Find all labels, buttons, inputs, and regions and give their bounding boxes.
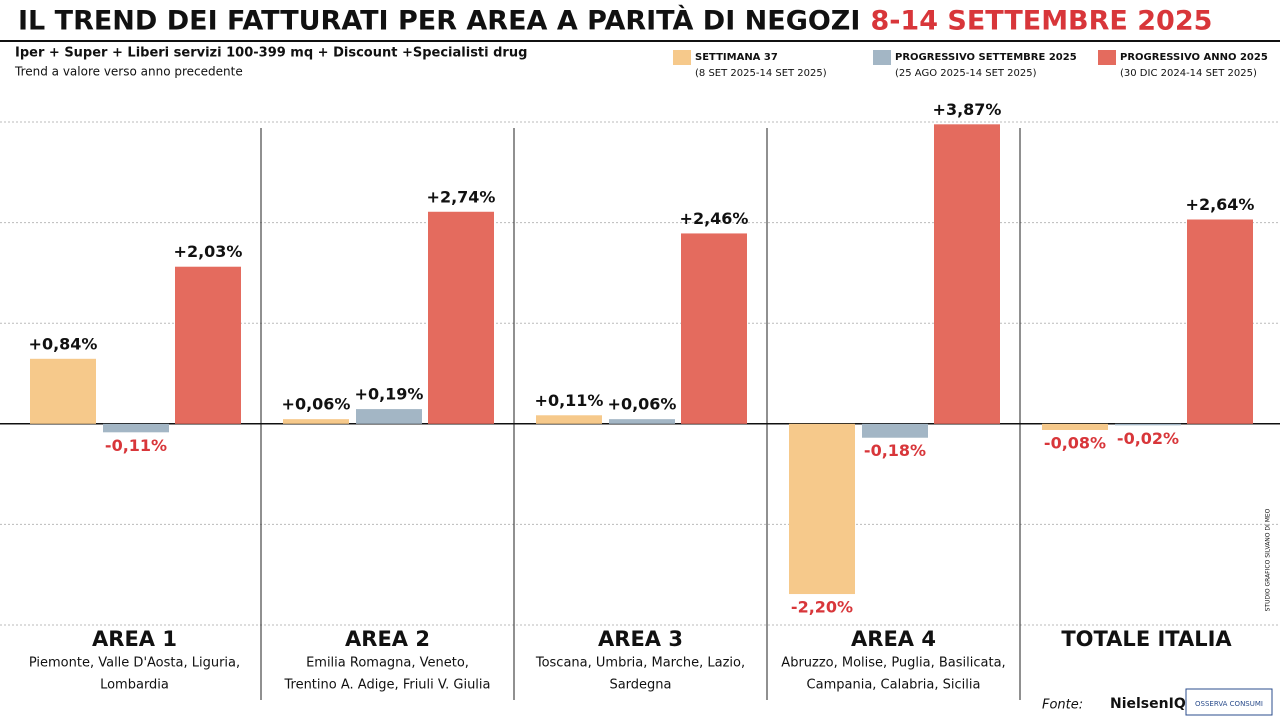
value-label: +0,11% [535,391,604,410]
legend-label: SETTIMANA 37 [695,52,778,63]
category-note: Sardegna [609,678,671,693]
bar [428,211,494,424]
legend-label: PROGRESSIVO ANNO 2025 [1120,52,1268,63]
subtitle: Trend a valore verso anno precedente [14,65,243,79]
value-label: +3,87% [933,100,1002,119]
chart-title: IL TREND DEI FATTURATI PER AREA A PARITÀ… [18,5,860,37]
category-note: Emilia Romagna, Veneto, [306,656,469,671]
bar [536,415,602,424]
category-label: TOTALE ITALIA [1061,627,1232,651]
value-label: +0,19% [355,385,424,404]
subtitle: Iper + Super + Liberi servizi 100-399 mq… [15,46,527,61]
value-label: -0,02% [1117,429,1179,448]
source: OSSERVA CONSUMI [1195,700,1263,708]
legend-swatch [873,50,891,65]
category-note: Abruzzo, Molise, Puglia, Basilicata, [781,656,1005,671]
bar [862,423,928,438]
bar [283,419,349,424]
category-label: AREA 1 [92,627,177,651]
bar [103,423,169,433]
value-label: +2,03% [174,242,243,261]
value-label: -0,18% [864,441,926,460]
value-label: -2,20% [791,598,853,617]
source-logo [1185,688,1273,716]
chart-title-highlight: 8-14 SETTEMBRE 2025 [870,6,1212,37]
source-label: Fonte: [1042,698,1083,713]
bar [30,358,96,424]
value-label: +0,84% [29,334,98,353]
category-label: AREA 3 [598,627,683,651]
bar [934,124,1000,424]
value-label: +0,06% [608,395,677,414]
bar [1115,423,1181,426]
bar [356,409,422,424]
category-label: AREA 4 [851,627,936,651]
value-label: +0,06% [282,395,351,414]
bar [175,266,241,424]
bar [789,423,855,595]
bar [1042,423,1108,430]
category-label: AREA 2 [345,627,430,651]
source: NielsenIQ [1110,696,1186,712]
legend-period: (30 DIC 2024-14 SET 2025) [1120,68,1257,79]
credit: STUDIO GRAFICO SILVANO DI MEO [1265,508,1272,611]
category-note: Piemonte, Valle D'Aosta, Liguria, [29,656,240,671]
legend-swatch [1098,50,1116,65]
value-label: +2,74% [427,187,496,206]
legend-label: PROGRESSIVO SETTEMBRE 2025 [895,52,1077,63]
legend-period: (8 SET 2025-14 SET 2025) [695,68,827,79]
legend-swatch [673,50,691,65]
value-label: -0,08% [1044,433,1106,452]
category-note: Trentino A. Adige, Friuli V. Giulia [283,678,490,693]
value-label: -0,11% [105,436,167,455]
value-label: +2,64% [1186,195,1255,214]
bar [609,419,675,424]
category-note: Lombardia [100,678,169,693]
category-note: Toscana, Umbria, Marche, Lazio, [535,656,745,671]
bar [681,233,747,424]
legend-period: (25 AGO 2025-14 SET 2025) [895,68,1037,79]
bar [1187,219,1253,424]
value-label: +2,46% [680,209,749,228]
category-note: Campania, Calabria, Sicilia [807,678,981,693]
